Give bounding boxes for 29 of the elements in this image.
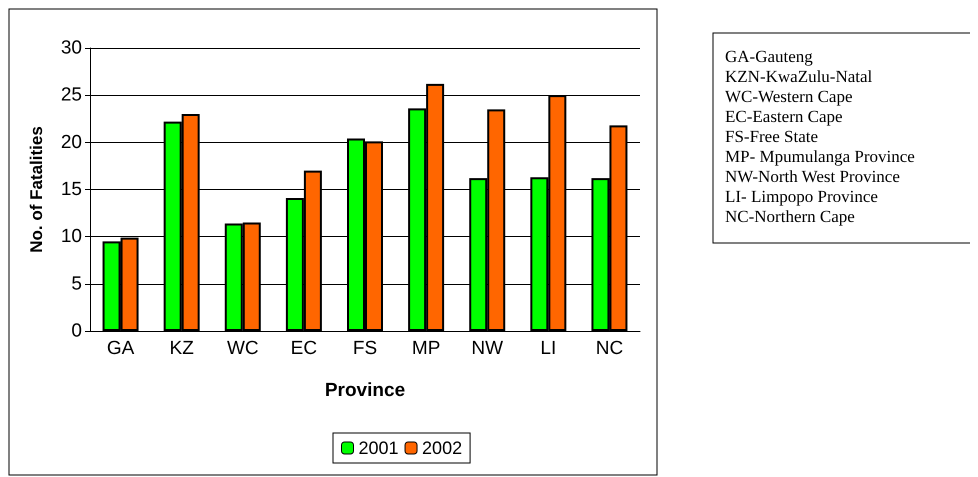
x-tick-label: LI: [540, 338, 556, 359]
text: NW-North West Province: [725, 167, 900, 186]
y-axis-title: No. of Fatalities: [27, 126, 46, 253]
y-tick-label: 20: [60, 132, 82, 153]
text: MP- Mpumulanga Province: [725, 147, 915, 166]
x-tick-label: GA: [106, 338, 135, 359]
y-tick-label: 30: [60, 38, 82, 58]
text: NC-Northern Cape: [725, 207, 855, 226]
text: KZN-KwaZulu-Natal: [725, 67, 873, 86]
legend-label: 2001: [358, 438, 399, 458]
x-tick-label: MP: [412, 338, 440, 359]
x-tick-label: WC: [226, 338, 259, 359]
x-tick-label: FS: [352, 338, 378, 359]
legend-label: 2002: [422, 438, 462, 458]
y-tick-label: 25: [60, 84, 82, 106]
text: FS-Free State: [725, 127, 818, 146]
y-tick-label: 0: [71, 320, 82, 342]
x-axis-title: Province: [324, 380, 406, 401]
x-tick-label: NC: [596, 338, 624, 359]
x-tick-label: NW: [471, 338, 504, 359]
text: WC-Western Cape: [725, 87, 852, 106]
y-tick-label: 5: [71, 273, 82, 294]
y-tick-label: 15: [60, 179, 82, 200]
text: LI- Limpopo Province: [725, 187, 878, 206]
text: GA-Gauteng: [725, 47, 814, 66]
x-tick-label: EC: [290, 338, 318, 359]
x-tick-label: KZ: [170, 338, 194, 359]
y-tick-label: 10: [60, 226, 82, 248]
text: EC-Eastern Cape: [725, 107, 843, 126]
